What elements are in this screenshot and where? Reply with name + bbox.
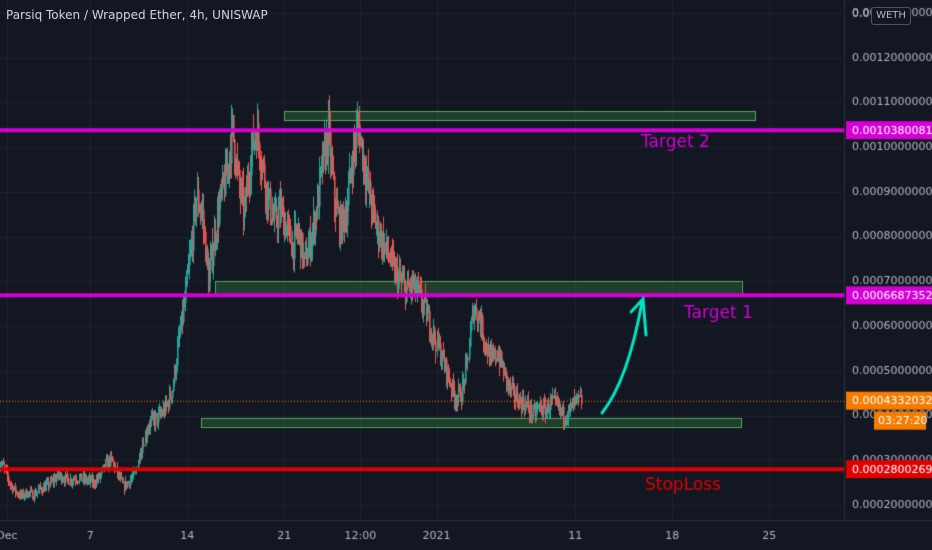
currency-badge[interactable]: WETH (871, 7, 911, 25)
chart-title: Parsiq Token / Wrapped Ether, 4h, UNISWA… (6, 8, 268, 22)
